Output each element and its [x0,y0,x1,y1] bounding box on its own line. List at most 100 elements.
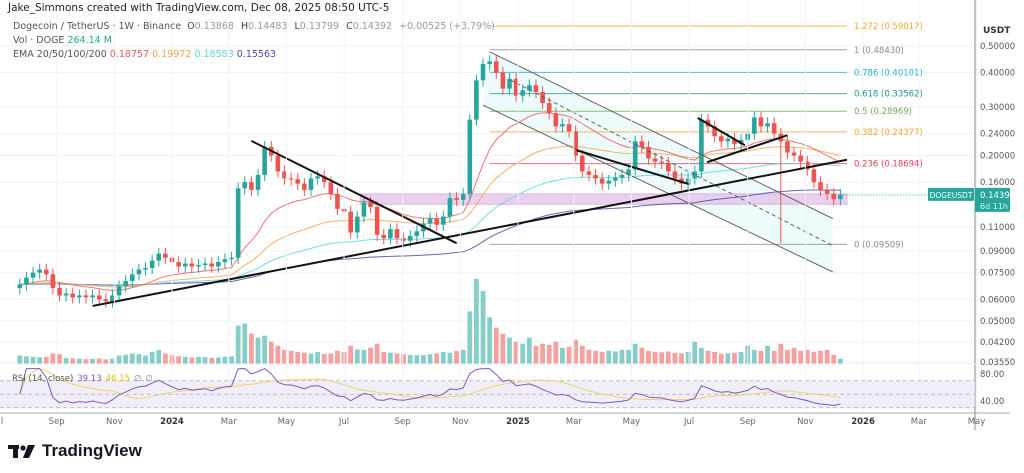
volume-bar [520,343,526,364]
ema100-value: 0.18583 [194,49,234,60]
volume-bar [718,353,724,364]
candle-body [785,141,790,153]
volume-bar [57,354,62,364]
candle-body [163,253,168,258]
volume-legend[interactable]: Vol · DOGE 264.14 M [13,35,112,46]
volume-bar [533,345,539,364]
tradingview-logo[interactable]: TradingView [8,441,142,461]
candle-body [712,126,717,137]
candle-body [771,123,777,134]
volume-bar [586,349,592,364]
candle-body [368,202,373,207]
volume-bar [626,349,632,364]
volume-bar [70,358,76,364]
volume-bar [235,325,241,364]
price-tick-label: 0.24000 [980,130,1015,140]
candle-body [765,123,770,127]
candle-body [262,146,267,175]
time-tick-label: Mar [566,417,583,427]
volume-bar [480,291,486,364]
fib-level-label: 0.236 (0.18694) [854,160,923,170]
candle-body [176,262,181,267]
volume-bar [143,355,148,364]
symbol-tag-text: DOGEUSDT [930,191,973,200]
candle-body [507,78,512,89]
volume-bar [652,351,658,364]
low-label: L [294,21,300,32]
candle-body [57,287,62,296]
candle-body [216,262,221,267]
time-tick-label: Jul [683,417,694,427]
price-tick-label: 0.30000 [980,103,1015,113]
volume-bar [692,341,698,364]
volume-bar [308,353,314,364]
volume-bar [818,350,823,364]
time-tick-label: Sep [49,417,65,427]
price-tick-label: 0.06000 [980,295,1015,305]
fib-level-label: 1 (0.48430) [854,46,904,56]
candle-body [123,280,128,287]
candle-body [500,72,506,89]
volume-bar [765,345,770,364]
volume-bar [222,356,228,364]
symbol-legend[interactable]: Dogecoin / TetherUS · 1W · Binance O0.13… [13,21,499,32]
time-tick-label: May [623,417,641,427]
candle-body [460,193,466,200]
tradingview-logo-text: TradingView [42,441,142,460]
volume-bar [500,333,506,364]
volume-bar [725,353,731,364]
candle-body [619,174,625,178]
candle-body [302,183,307,190]
volume-bar [639,347,645,364]
candle-body [699,119,704,172]
volume-bar [189,357,195,364]
open-label: O [187,21,195,32]
candle-body [328,182,334,194]
volume-bar [268,341,274,364]
volume-bar [242,323,248,364]
candle-body [838,194,843,200]
candle-body [513,78,519,96]
volume-bar [17,355,23,364]
price-tick-label: 0.20000 [980,151,1015,161]
price-tag-countdown: 6d 11h [980,202,1008,211]
ema-label: EMA 20/50/100/200 [13,49,107,60]
volume-label: Vol · DOGE [13,35,65,46]
volume-bar [123,354,129,364]
volume-bar [215,357,221,364]
candle-body [573,131,578,156]
volume-bar [110,358,115,364]
volume-bar [685,351,691,364]
candle-body [732,138,737,145]
trendline [250,139,457,245]
price-tick-label: 0.07500 [980,269,1015,279]
trendline [576,149,691,186]
volume-bar [90,358,95,364]
change-value: +0.00525 (+3.79%) [399,21,495,32]
candle-body [831,193,837,200]
volume-bar [50,353,56,364]
volume-bar [732,352,737,364]
volume-bar [421,355,426,364]
fib-level-label: 1.272 (0.59017) [854,22,923,32]
candle-body [540,92,545,104]
high-label: H [240,21,249,32]
candle-body [798,155,803,162]
ema20-value: 0.18757 [109,49,150,60]
ema-legend[interactable]: EMA 20/50/100/200 0.18757 0.19972 0.1858… [13,49,276,60]
candle-body [520,90,526,96]
rsi-legend-ma-value: 46.15 [106,374,130,384]
volume-bar [526,337,532,364]
candle-body [546,103,552,114]
candle-body [666,162,671,172]
rsi-legend-value: 39.13 [77,374,101,384]
volume-bar [368,347,373,364]
candle-body [143,268,148,270]
candle-body [566,124,572,132]
volume-bar [493,327,499,364]
volume-bar [599,351,605,364]
candle-body [348,211,353,233]
volume-bar [229,356,234,364]
price-tick-label: 0.05000 [980,317,1015,327]
